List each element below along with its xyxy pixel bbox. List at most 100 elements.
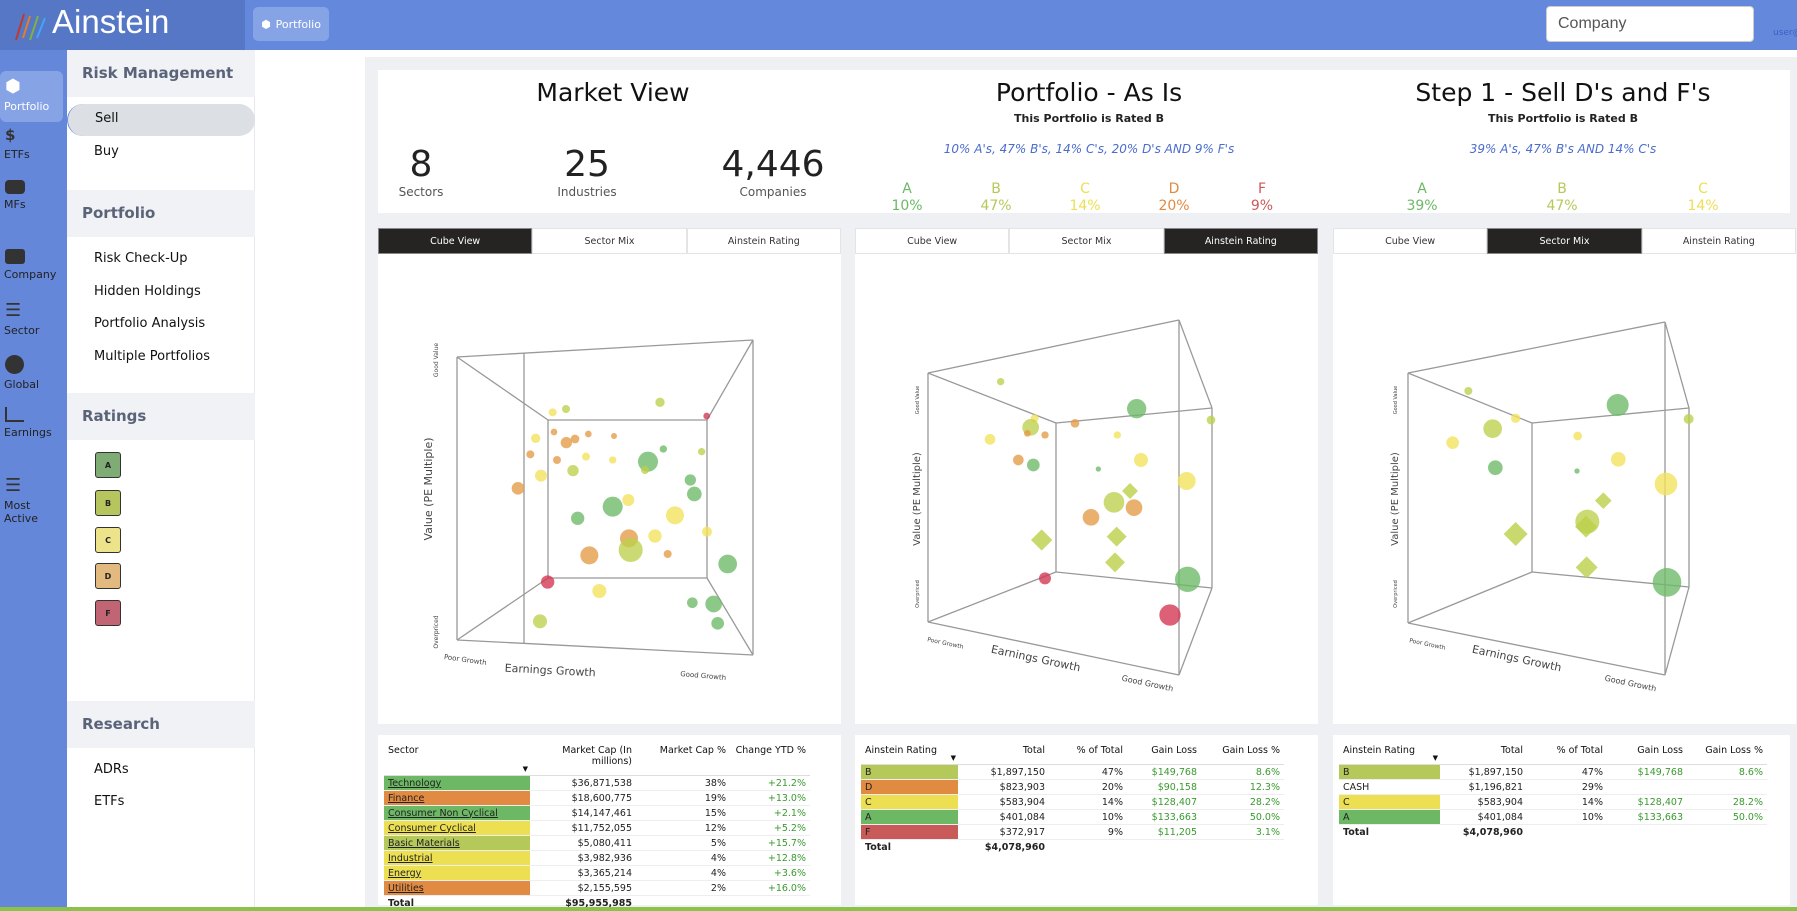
bubble-marker [698,448,706,456]
grade-percent: 10% [891,198,923,214]
column-header[interactable]: Gain Loss % [1201,743,1284,765]
rail-item-most-active[interactable]: ☰ Most Active [0,477,63,526]
rail-item-global[interactable]: Global [0,355,63,391]
column-header[interactable]: % of Total [1527,743,1607,765]
table-cell: C [861,794,958,810]
tab-ainstein-rating[interactable]: Ainstein Rating [1163,228,1318,254]
cube-chart[interactable]: Value (PE Multiple)Good ValueOverpricedP… [855,254,1318,724]
table-row[interactable]: A $401,084 10% $133,663 50.0% [1339,809,1767,825]
rail-label: Earnings [4,426,52,439]
logo[interactable]: Ainstein [0,0,245,50]
sidebar-item-risk-check-up[interactable]: Risk Check-Up [94,251,188,266]
column-header[interactable]: Gain Loss [1127,743,1201,765]
rail-item-sector[interactable]: ☰ Sector [0,302,63,338]
rating-filter-c[interactable]: C [95,527,121,553]
bubble-marker [1095,466,1101,472]
bottom-accent-line [0,907,1797,911]
table-cell[interactable]: Utilities [384,880,530,896]
table-row[interactable]: Finance $18,600,775 19% +13.0% [384,790,810,806]
table-cell[interactable]: Basic Materials [384,835,530,851]
rail-item-company[interactable]: Company [0,249,63,281]
column-header[interactable]: Total [958,743,1049,765]
table-row[interactable]: Technology $36,871,538 38% +21.2% [384,775,810,791]
column-header[interactable]: Market Cap % [636,743,730,776]
table-row[interactable]: Utilities $2,155,595 2% +16.0% [384,880,810,896]
bubble-marker [1574,468,1580,474]
table-row[interactable]: A $401,084 10% $133,663 50.0% [861,809,1284,825]
column-header[interactable]: % of Total [1049,743,1127,765]
sort-desc-icon[interactable]: ▼ [522,765,528,773]
tab-sector-mix[interactable]: Sector Mix [532,228,687,254]
sidebar-item-sell[interactable]: Sell [67,104,255,136]
sort-desc-icon[interactable]: ▼ [950,754,956,762]
bubble-marker [526,450,535,459]
sidebar-item-hidden-holdings[interactable]: Hidden Holdings [94,284,201,299]
table-cell[interactable]: Consumer Cyclical [384,820,530,836]
rating-filter-a[interactable]: A [95,452,121,478]
sidebar-item-buy[interactable]: Buy [94,144,119,159]
table-row[interactable]: C $583,904 14% $128,407 28.2% [861,794,1284,810]
table-row[interactable]: B $1,897,150 47% $149,768 8.6% [1339,764,1767,780]
table-row[interactable]: Consumer Non Cyclical $14,147,461 15% +2.1% [384,805,810,821]
table-cell[interactable]: Consumer Non Cyclical [384,805,530,821]
rail-item-earnings[interactable]: Earnings [0,407,63,439]
column-header[interactable]: Sector ▼ [384,743,530,776]
tab-sector-mix[interactable]: Sector Mix [1009,228,1164,254]
rail-item-portfolio[interactable]: ⬢ Portfolio [0,71,63,122]
table-row[interactable]: D $823,903 20% $90,158 12.3% [861,779,1284,795]
tab-cube-view[interactable]: Cube View [855,228,1010,254]
sidebar-item-portfolio-analysis[interactable]: Portfolio Analysis [94,316,206,331]
tab-sector-mix[interactable]: Sector Mix [1487,228,1642,254]
globe-icon [5,355,24,374]
diamond-marker [1122,483,1138,499]
view-tabs: Cube View Sector Mix Ainstein Rating [855,228,1318,254]
step1-rating-table: Ainstein Rating ▼ Total% of Total Gain Loss… [1339,743,1767,840]
tab-ainstein-rating[interactable]: Ainstein Rating [686,228,841,254]
table-row[interactable]: Energy $3,365,214 4% +3.6% [384,865,810,881]
table-row[interactable]: B $1,897,150 47% $149,768 8.6% [861,764,1284,780]
sort-desc-icon[interactable]: ▼ [1432,754,1438,762]
tab-cube-view[interactable]: Cube View [1333,228,1488,254]
rating-filter-b[interactable]: B [95,490,121,516]
table-row[interactable]: Consumer Cyclical $11,752,055 12% +5.2% [384,820,810,836]
cube-chart[interactable]: Value (PE Multiple)Good ValueOverpricedP… [378,254,841,724]
table-row[interactable]: C $583,904 14% $128,407 28.2% [1339,794,1767,810]
bubble-marker [1483,419,1502,438]
table-cell: 9% [1049,824,1127,840]
rating-filter-d[interactable]: D [95,563,121,589]
column-header[interactable]: Market Cap (In millions) [530,743,636,776]
table-row[interactable]: F $372,917 9% $11,205 3.1% [861,824,1284,840]
table-cell: 12.3% [1201,779,1284,795]
rail-item-mfs[interactable]: MFs [0,180,63,211]
as-is-rated: This Portfolio is Rated B [1014,112,1164,125]
sidebar-item-adrs[interactable]: ADRs [94,762,129,777]
table-cell: +3.6% [730,865,810,881]
table-cell[interactable]: Energy [384,865,530,881]
user-link[interactable]: user@ [1773,28,1797,38]
column-header[interactable]: Total [1440,743,1527,765]
tab-cube-view[interactable]: Cube View [378,228,533,254]
rating-filter-f[interactable]: F [95,600,121,626]
company-search-input[interactable] [1546,6,1754,42]
sidebar-item-multiple-portfolios[interactable]: Multiple Portfolios [94,349,211,364]
column-header[interactable]: Gain Loss [1607,743,1687,765]
column-header[interactable]: Change YTD % [730,743,810,776]
table-row[interactable]: Industrial $3,982,936 4% +12.8% [384,850,810,866]
table-cell: 19% [636,790,730,806]
column-header[interactable]: Gain Loss % [1687,743,1767,765]
column-header[interactable]: Ainstein Rating ▼ [1339,743,1440,765]
column-header[interactable]: Ainstein Rating ▼ [861,743,958,765]
tab-ainstein-rating[interactable]: Ainstein Rating [1641,228,1796,254]
portfolio-nav-button[interactable]: ⬢ Portfolio [253,7,329,41]
table-cell[interactable]: Industrial [384,850,530,866]
table-row[interactable]: Basic Materials $5,080,411 5% +15.7% [384,835,810,851]
table-cell[interactable]: Finance [384,790,530,806]
bubble-marker [602,496,623,517]
cube-chart[interactable]: Value (PE Multiple)Good ValueOverpricedP… [1333,254,1790,724]
sidebar-item-etfs[interactable]: ETFs [94,794,125,809]
grade-a: A 39% [1406,181,1437,215]
table-row[interactable]: CASH $1,196,821 29% [1339,779,1767,795]
rail-item-etfs[interactable]: $ ETFs [0,126,63,161]
grade-letter: F [1257,181,1267,197]
table-cell[interactable]: Technology [384,775,530,791]
